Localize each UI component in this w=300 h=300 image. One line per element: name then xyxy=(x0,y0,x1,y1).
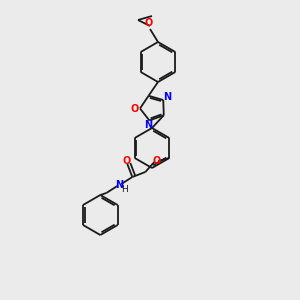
Text: O: O xyxy=(122,156,130,166)
Text: O: O xyxy=(145,18,153,28)
Text: N: N xyxy=(144,120,152,130)
Text: O: O xyxy=(131,103,139,114)
Text: N: N xyxy=(163,92,171,102)
Text: O: O xyxy=(152,156,160,166)
Text: H: H xyxy=(121,184,128,194)
Text: N: N xyxy=(115,180,123,190)
